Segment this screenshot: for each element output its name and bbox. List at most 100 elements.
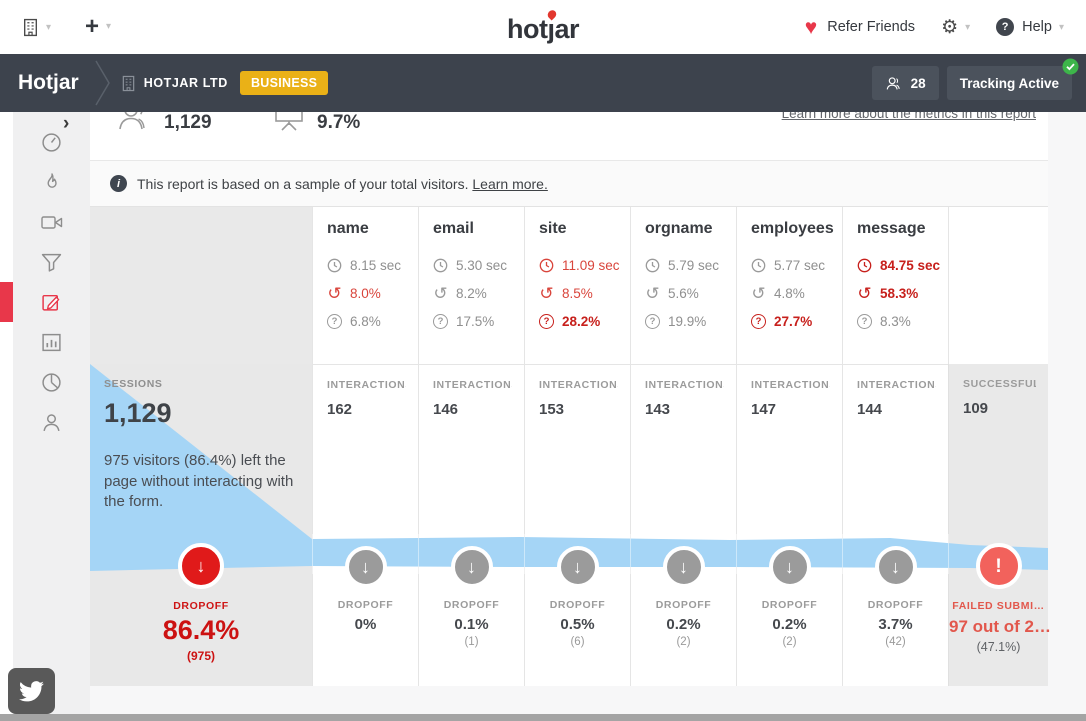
- dropoff-arrow-icon: ↓: [768, 546, 811, 588]
- sidebar-item-dashboard[interactable]: [13, 122, 90, 162]
- sidebar-item-forms[interactable]: [13, 282, 90, 322]
- field-name: employees: [751, 220, 834, 237]
- refill-metric: ↺ 8.5%: [539, 283, 593, 303]
- sidebar-item-recruiters[interactable]: [13, 402, 90, 442]
- sidebar-gutter: [0, 112, 13, 721]
- banner-learn-more-link[interactable]: Learn more.: [472, 175, 548, 192]
- flame-icon: [42, 172, 62, 193]
- funnel-sessions-cell: SESSIONS 1,129 975 visitors (86.4%) left…: [90, 364, 312, 686]
- time-metric: 8.15 sec: [327, 251, 418, 279]
- field-name: email: [433, 220, 474, 237]
- funnel-step-name: INTERACTIONS 162 ↓ DROPOFF 0%: [312, 364, 418, 686]
- dropoff-arrow-icon: ↓: [556, 546, 599, 588]
- refill-metric: ↺ 4.8%: [751, 283, 805, 303]
- interactions-label: INTERACTIONS: [433, 379, 512, 391]
- add-new-button[interactable]: + ▾: [85, 15, 111, 39]
- interactions-label: INTERACTIONS: [539, 379, 618, 391]
- question-icon: ?: [645, 313, 660, 329]
- blank-metric: ? 6.8%: [327, 307, 418, 335]
- pie-chart-icon: [41, 372, 62, 393]
- summary-stats-row: 1,129 9.7% Learn more about the metrics …: [90, 103, 1048, 160]
- question-icon: ?: [857, 313, 872, 329]
- bottom-edge-strip: [0, 714, 1086, 721]
- question-icon: ?: [751, 313, 766, 329]
- refill-metric: ↺ 8.0%: [327, 283, 381, 303]
- chevron-down-icon: ▾: [965, 21, 971, 33]
- sidebar-item-recordings[interactable]: [13, 202, 90, 242]
- interactions-value: 144: [857, 401, 883, 418]
- dropoff-block: ↓ DROPOFF 0.1% (1): [419, 546, 524, 648]
- dropoff-block: ↓ DROPOFF 0.5% (6): [525, 546, 630, 648]
- field-column-name: name 8.15 sec ↺ 8.0% ? 6.8%: [312, 207, 418, 364]
- dropoff-main: ↓ DROPOFF 86.4% (975): [90, 543, 312, 663]
- settings-menu[interactable]: ⚙ ▾: [941, 18, 970, 37]
- field-column-employees: employees 5.77 sec ↺ 4.8% ? 27.7%: [736, 207, 842, 364]
- interactions-value: 146: [433, 401, 459, 418]
- interactions-value: 143: [645, 401, 671, 418]
- dropoff-block: ↓ DROPOFF 3.7% (42): [843, 546, 948, 648]
- tracking-status-button[interactable]: Tracking Active: [946, 58, 1079, 100]
- question-icon: ?: [539, 313, 554, 329]
- heart-icon: ♥: [804, 15, 818, 39]
- dropoff-value: 86.4%: [162, 615, 240, 645]
- breadcrumb-chevron-icon: [95, 60, 111, 106]
- dropoff-arrow-icon: ↓: [178, 543, 224, 589]
- funnel-success-cell: SUCCESSFUL S… 109 ! FAILED SUBMI… 97 out…: [948, 364, 1051, 686]
- form-fields-header-row: name 8.15 sec ↺ 8.0% ? 6.8% email 5.30 sec…: [90, 206, 1048, 364]
- report-content: 1,129 9.7% Learn more about the metrics …: [90, 103, 1051, 686]
- funnel-step-email: INTERACTIONS 146 ↓ DROPOFF 0.1% (1): [418, 364, 524, 686]
- time-metric: 5.79 sec: [645, 251, 736, 279]
- funnel-step-orgname: INTERACTIONS 143 ↓ DROPOFF 0.2% (2): [630, 364, 736, 686]
- refill-metric: ↺ 58.3%: [857, 283, 919, 303]
- failed-submissions-rate: (47.1%): [976, 640, 1021, 654]
- sidebar-item-funnels[interactable]: [13, 242, 90, 282]
- interactions-label: INTERACTIONS: [327, 379, 406, 391]
- help-menu[interactable]: ? Help ▾: [996, 18, 1064, 36]
- chevron-down-icon: ▾: [46, 21, 52, 33]
- refill-icon: ↺: [751, 283, 766, 303]
- breadcrumb-account[interactable]: HOTJAR LTD: [121, 75, 228, 92]
- dropoff-arrow-icon: ↓: [662, 546, 705, 588]
- blank-metric: ? 8.3%: [857, 307, 948, 335]
- interactions-label: INTERACTIONS: [857, 379, 936, 391]
- clock-icon: [751, 258, 766, 273]
- field-column-email: email 5.30 sec ↺ 8.2% ? 17.5%: [418, 207, 524, 364]
- twitter-share-button[interactable]: [8, 668, 55, 714]
- check-badge-icon: [1062, 58, 1079, 75]
- dropoff-block: ↓ DROPOFF 0.2% (2): [631, 546, 736, 648]
- bar-chart-icon: [41, 332, 62, 353]
- funnel-step-site: INTERACTIONS 153 ↓ DROPOFF 0.5% (6): [524, 364, 630, 686]
- interactions-label: INTERACTIONS: [645, 379, 724, 391]
- plan-badge: BUSINESS: [239, 71, 329, 95]
- sidebar-collapse-button[interactable]: ›: [63, 113, 70, 134]
- refer-friends-button[interactable]: ♥ Refer Friends: [805, 17, 915, 38]
- time-metric: 11.09 sec: [539, 251, 630, 279]
- dashboard-icon: [41, 132, 62, 153]
- form-funnel-row: SESSIONS 1,129 975 visitors (86.4%) left…: [90, 364, 1051, 686]
- blank-metric: ? 17.5%: [433, 307, 524, 335]
- dropoff-arrow-icon: ↓: [450, 546, 493, 588]
- twitter-icon: [19, 680, 44, 702]
- sessions-count-button[interactable]: 28: [871, 66, 939, 100]
- help-label: Help: [1022, 19, 1052, 35]
- sidebar-item-surveys[interactable]: [13, 362, 90, 402]
- sidebar-item-heatmaps[interactable]: [13, 162, 90, 202]
- question-icon: ?: [327, 313, 342, 329]
- hotjar-logo: hotȷ ar: [507, 8, 580, 45]
- sidebar-icon-column: [13, 112, 90, 721]
- clock-icon: [857, 258, 872, 273]
- header-empty-cell: [90, 207, 312, 364]
- interactions-value: 147: [751, 401, 777, 418]
- sessions-count: 28: [910, 75, 926, 91]
- refill-metric: ↺ 8.2%: [433, 283, 487, 303]
- header-success-empty-cell: [948, 207, 1048, 364]
- org-switcher[interactable]: ▾: [22, 18, 51, 37]
- field-name: site: [539, 220, 567, 237]
- clock-icon: [645, 258, 660, 273]
- blank-metric: ? 19.9%: [645, 307, 736, 335]
- gear-icon: ⚙: [941, 16, 959, 38]
- dropoff-count: (975): [186, 649, 215, 663]
- sidebar-item-polls[interactable]: [13, 322, 90, 362]
- top-app-bar: ▾ + ▾ hotȷ ar ♥ Refer Friends ⚙ ▾ ? Help …: [0, 0, 1086, 54]
- dropoff-arrow-icon: ↓: [344, 546, 387, 588]
